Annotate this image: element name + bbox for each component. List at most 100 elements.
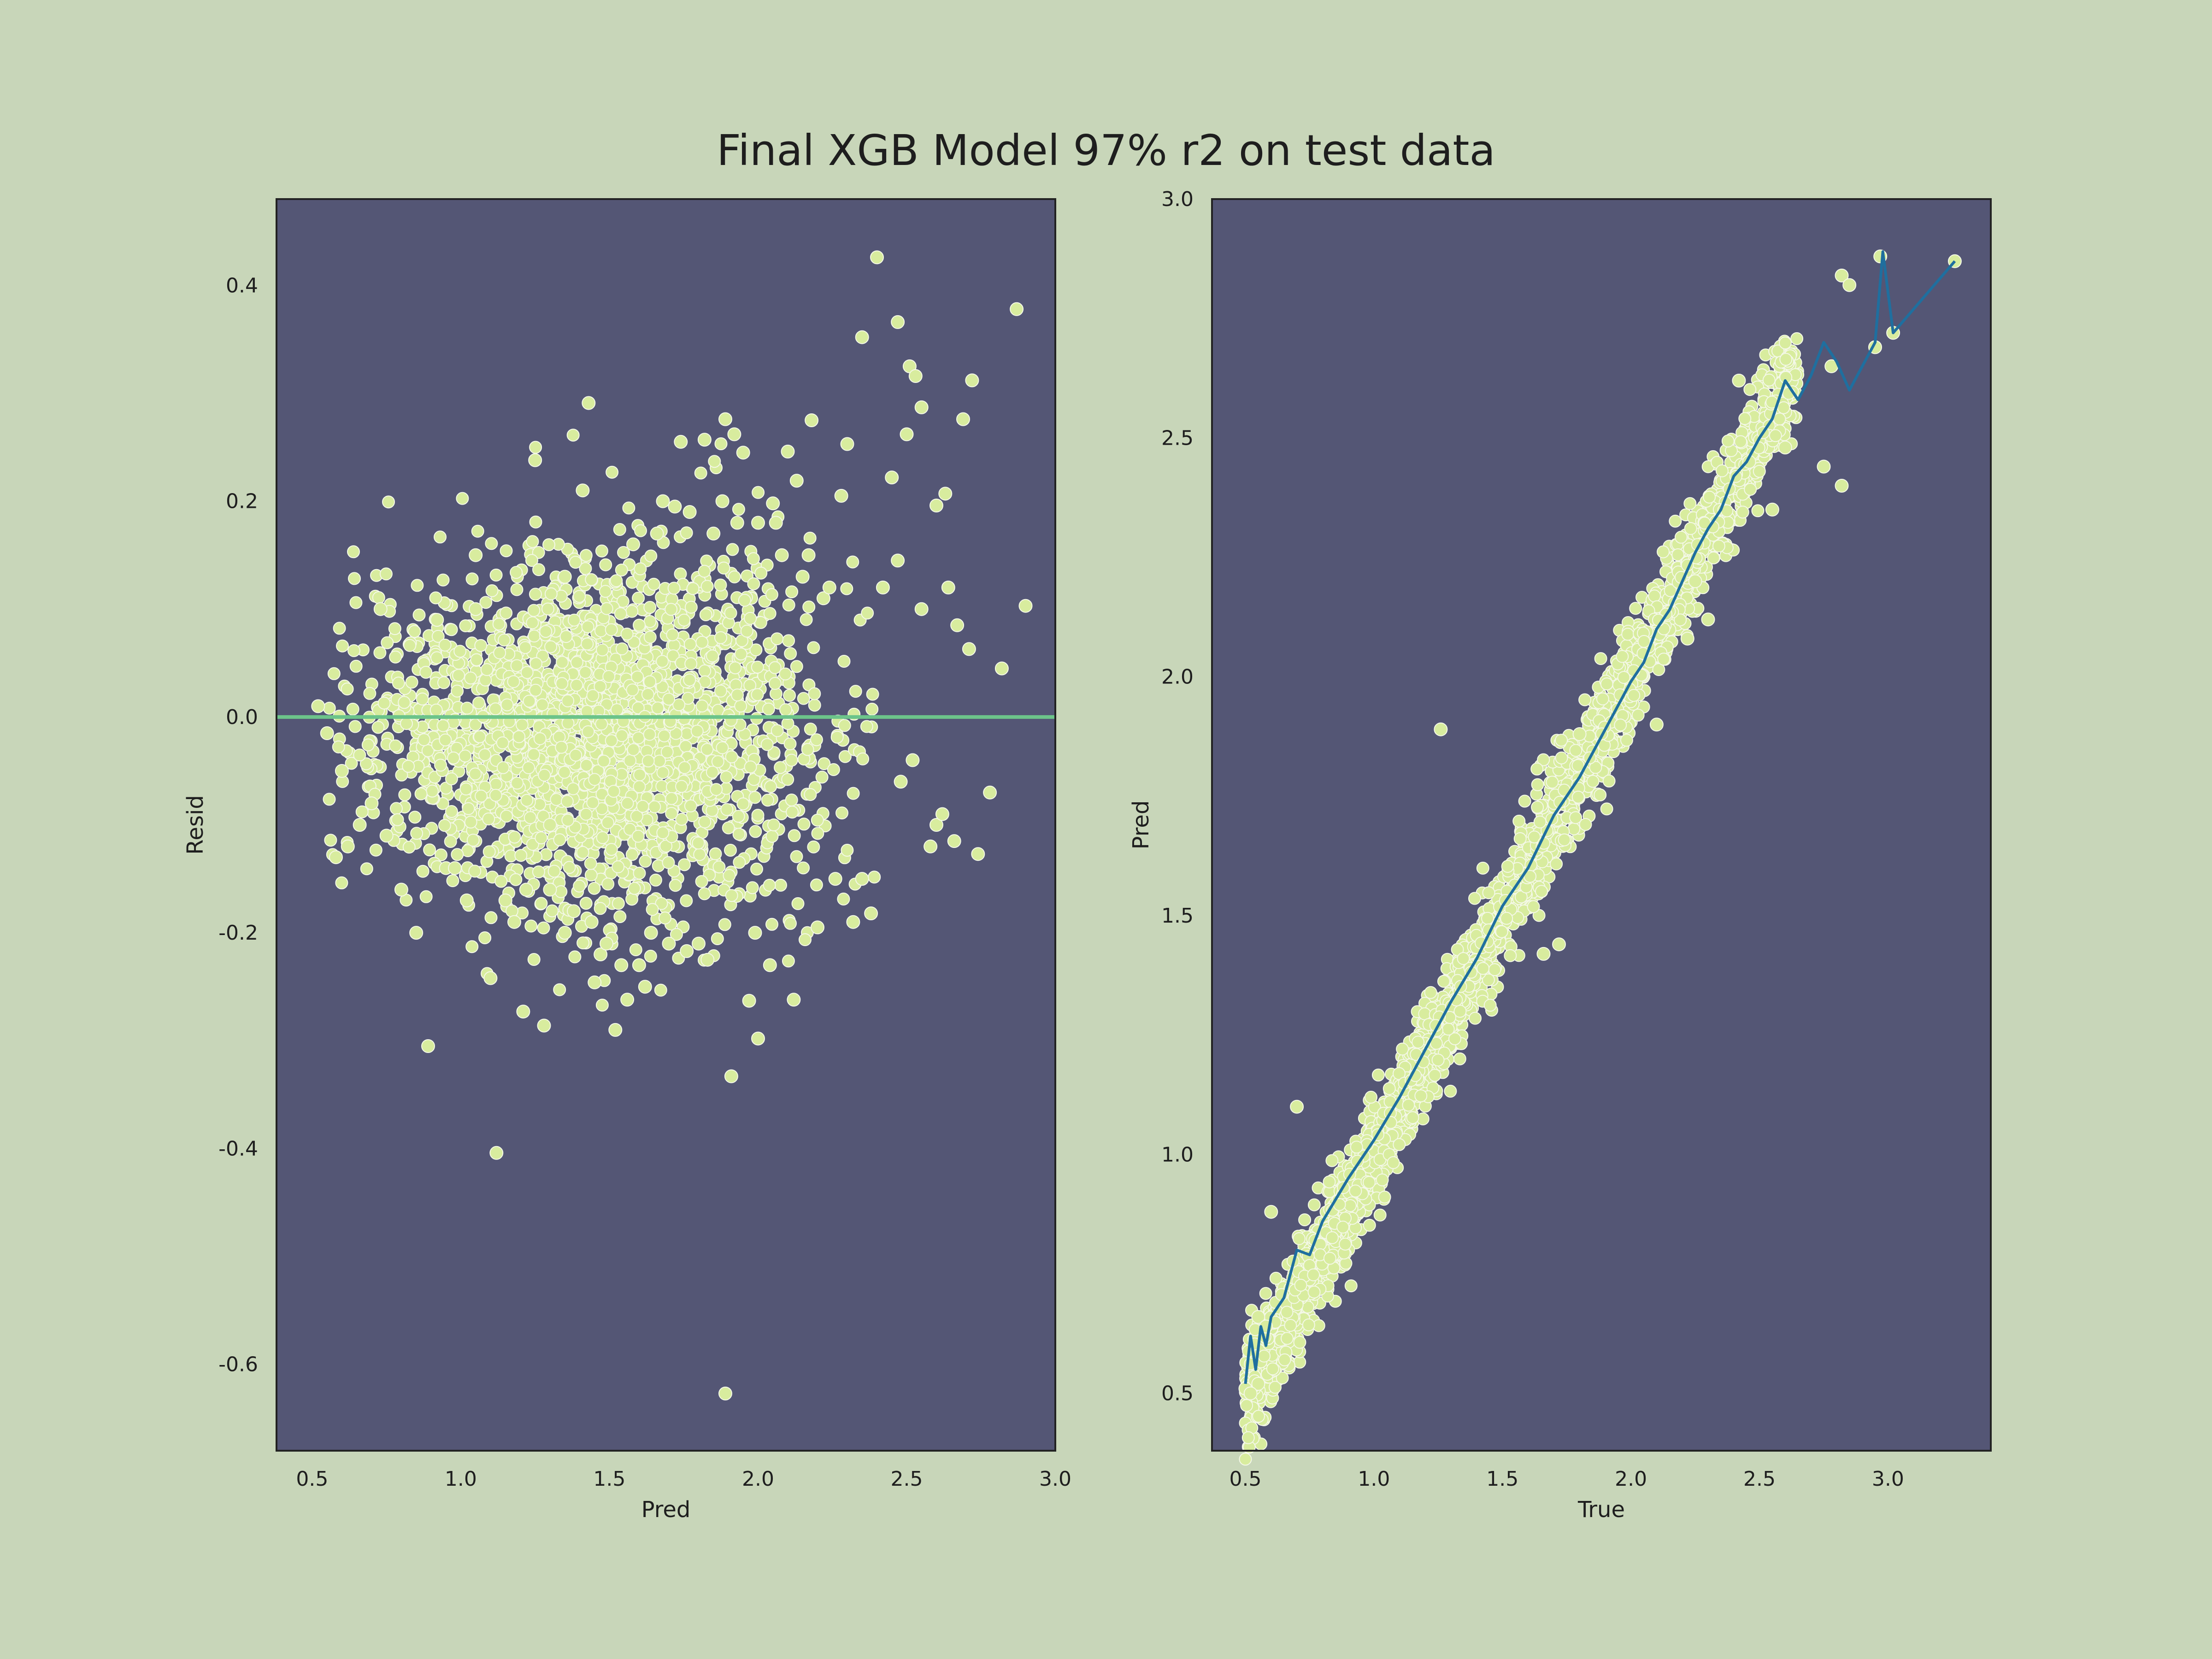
scatter-point xyxy=(1531,778,1544,791)
scatter-point xyxy=(510,566,523,579)
scatter-point xyxy=(408,625,421,638)
scatter-point xyxy=(535,897,548,910)
scatter-point xyxy=(684,799,697,812)
scatter-point xyxy=(398,788,412,801)
scatter-point xyxy=(749,643,763,657)
scatter-point xyxy=(797,692,810,705)
scatter-point xyxy=(717,561,730,575)
scatter-point xyxy=(556,656,569,669)
scatter-point xyxy=(731,688,744,702)
scatter-point xyxy=(369,843,382,857)
scatter-point xyxy=(659,912,672,924)
scatter-point xyxy=(580,759,593,772)
scatter-point xyxy=(860,720,873,733)
y-tick-label: 0.0 xyxy=(226,706,258,729)
scatter-point xyxy=(582,725,595,738)
scatter-point xyxy=(446,874,459,888)
scatter-point xyxy=(1703,490,1716,504)
x-tick-label: 1.5 xyxy=(593,1467,625,1491)
scatter-point xyxy=(414,787,428,800)
scatter-point xyxy=(402,759,415,773)
scatter-point xyxy=(1683,497,1697,510)
scatter-point xyxy=(1323,1175,1336,1188)
scatter-point xyxy=(684,657,698,671)
scatter-point xyxy=(569,748,582,762)
scatter-point xyxy=(736,446,750,460)
scatter-point xyxy=(629,943,642,956)
scatter-point xyxy=(522,761,535,774)
scatter-point xyxy=(930,499,943,512)
scatter-point xyxy=(698,565,711,578)
scatter-point xyxy=(529,588,542,601)
scatter-point xyxy=(550,793,563,806)
scatter-point xyxy=(1469,1012,1482,1025)
scatter-point xyxy=(605,734,618,747)
scatter-point xyxy=(763,607,777,620)
scatter-point xyxy=(633,768,646,782)
scatter-point xyxy=(365,796,379,811)
scatter-point xyxy=(807,840,820,853)
scatter-point xyxy=(662,856,675,869)
scatter-point xyxy=(573,879,586,893)
scatter-point xyxy=(371,721,385,734)
scatter-point xyxy=(815,771,829,784)
scatter-point xyxy=(632,731,645,745)
scatter-point xyxy=(452,669,465,682)
scatter-point xyxy=(437,676,450,689)
scatter-point xyxy=(656,655,669,668)
scatter-point xyxy=(762,702,775,716)
scatter-point xyxy=(643,601,657,614)
scatter-point xyxy=(738,594,751,607)
scatter-point xyxy=(494,875,508,888)
scatter-point xyxy=(559,630,573,643)
scatter-point xyxy=(498,893,512,907)
scatter-point xyxy=(558,926,572,940)
x-tick-label: 0.5 xyxy=(296,1467,328,1491)
scatter-point xyxy=(675,780,688,793)
scatter-point xyxy=(641,688,654,701)
scatter-point xyxy=(748,926,762,940)
scatter-point xyxy=(1555,751,1568,765)
scatter-point xyxy=(767,818,780,831)
scatter-point xyxy=(348,572,361,585)
scatter-point xyxy=(1738,412,1752,425)
scatter-point xyxy=(827,763,840,776)
scatter-point xyxy=(555,677,569,690)
scatter-point xyxy=(658,729,671,742)
scatter-point xyxy=(523,694,536,708)
scatter-point xyxy=(706,765,719,779)
scatter-point xyxy=(803,531,817,545)
scatter-point xyxy=(625,848,639,861)
scatter-point xyxy=(788,829,801,842)
scatter-point xyxy=(561,717,575,730)
scatter-point xyxy=(678,761,691,774)
scatter-point xyxy=(728,570,741,583)
scatter-point xyxy=(680,944,694,958)
scatter-point xyxy=(320,726,334,740)
scatter-point xyxy=(566,782,580,795)
scatter-point xyxy=(438,638,452,652)
scatter-point xyxy=(382,495,395,509)
scatter-point xyxy=(418,733,430,747)
scatter-point xyxy=(584,857,597,870)
scatter-point xyxy=(469,548,483,562)
scatter-point xyxy=(718,918,731,931)
scatter-point xyxy=(846,915,860,929)
scatter-point xyxy=(496,761,510,774)
scatter-point xyxy=(511,777,524,790)
scatter-point xyxy=(838,719,851,732)
scatter-point xyxy=(348,720,362,733)
scatter-point xyxy=(784,917,797,930)
scatter-point xyxy=(542,538,555,551)
scatter-point xyxy=(636,800,649,813)
scatter-point xyxy=(1239,1453,1252,1466)
scatter-point xyxy=(566,429,580,442)
scatter-point xyxy=(633,866,646,880)
scatter-point xyxy=(617,546,630,559)
x-tick-label: 3.0 xyxy=(1039,1467,1071,1491)
scatter-point xyxy=(459,782,473,796)
scatter-point xyxy=(774,878,787,892)
scatter-point xyxy=(797,818,811,831)
scatter-point xyxy=(500,544,513,558)
scatter-point xyxy=(714,437,728,450)
